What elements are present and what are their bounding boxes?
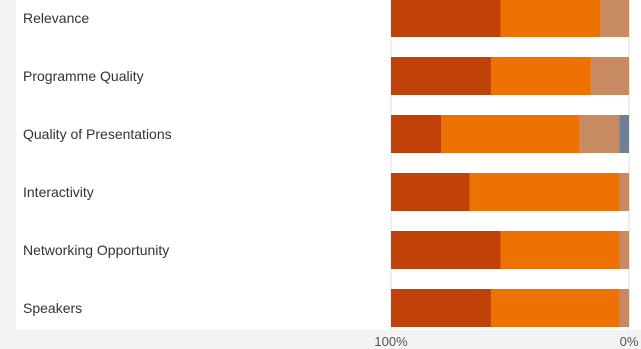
bar-segment[interactable] bbox=[391, 231, 501, 269]
bar-segment[interactable] bbox=[391, 115, 441, 153]
bar-segment[interactable] bbox=[619, 289, 629, 327]
bar-segment[interactable] bbox=[391, 57, 491, 95]
category-label: Interactivity bbox=[23, 184, 94, 200]
category-labels-group: Relevance Programme Quality Quality of Pre… bbox=[23, 10, 172, 316]
bars-group bbox=[391, 0, 629, 327]
bar-segment[interactable] bbox=[391, 289, 491, 327]
bar-segment[interactable] bbox=[590, 57, 629, 95]
category-label: Networking Opportunity bbox=[23, 242, 169, 258]
plot-panel bbox=[16, 0, 641, 330]
bar-segment[interactable] bbox=[469, 173, 620, 211]
x-tick-label: 100% bbox=[374, 334, 408, 349]
category-label: Relevance bbox=[23, 10, 89, 26]
bar-segment[interactable] bbox=[600, 0, 629, 37]
bar-segment[interactable] bbox=[579, 115, 620, 153]
category-label: Speakers bbox=[23, 300, 82, 316]
bar-segment[interactable] bbox=[500, 231, 620, 269]
bar-segment[interactable] bbox=[490, 289, 620, 327]
x-axis-ticks-group: 100% 0% bbox=[374, 334, 638, 349]
bar-segment[interactable] bbox=[619, 231, 629, 269]
bar-segment[interactable] bbox=[500, 0, 601, 37]
category-label: Quality of Presentations bbox=[23, 126, 172, 142]
bar-segment[interactable] bbox=[619, 115, 629, 153]
bar-segment[interactable] bbox=[490, 57, 591, 95]
bar-segment[interactable] bbox=[440, 115, 580, 153]
x-tick-label: 0% bbox=[620, 334, 639, 349]
category-label: Programme Quality bbox=[23, 68, 144, 84]
bar-segment[interactable] bbox=[619, 173, 629, 211]
bar-segment[interactable] bbox=[391, 0, 501, 37]
bar-segment[interactable] bbox=[391, 173, 470, 211]
